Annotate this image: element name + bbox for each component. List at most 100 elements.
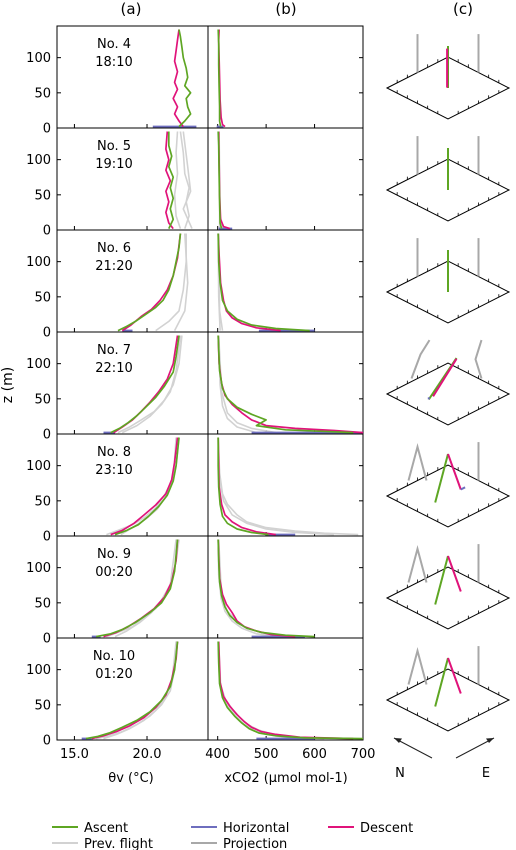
legend-label-descent: Descent [360,821,413,836]
co2-prev-line [217,539,286,638]
y-tick-label: 50 [34,392,51,407]
legend-label-ascent: Ascent [84,821,128,836]
theta-ascent-line [178,29,192,128]
co2-tick-label: 600 [302,747,327,762]
y-tick-label: 100 [26,153,51,168]
projection-north [407,443,428,481]
co2-ascent-line [217,233,310,332]
flight-time: 18:10 [95,55,132,70]
track-ascent [434,453,449,503]
flight-time: 21:20 [95,259,132,274]
theta-ascent-line [96,539,179,638]
co2-ascent-line [217,131,223,229]
track-ascent [434,657,449,707]
ground-plane [385,668,511,732]
panel-frame [56,637,364,741]
flight-time: 01:20 [95,667,132,682]
projection-north [407,545,428,583]
co2-descent-line [217,437,276,536]
y-tick-label: 0 [43,326,51,341]
y-tick-label: 0 [43,122,51,137]
theta-axis-label: θv (°C) [108,771,154,786]
theta-prev-line [121,335,182,434]
legend: Ascent Horizontal Descent Prev. flight P… [52,821,413,850]
flight-time: 19:10 [95,157,132,172]
track-descent [447,555,462,592]
co2-tick-label: 500 [254,747,279,762]
co2-prev-line [217,437,359,536]
theta-tick-label: 20.0 [133,747,162,762]
co2-prev-line [217,641,315,740]
east-arrow-icon [455,737,495,759]
flight-number: No. 6 [97,241,131,256]
theta-prev-line [182,131,193,229]
co2-descent-line [217,539,296,638]
track-descent [447,657,462,694]
flight-number: No. 4 [97,37,131,52]
flight-panel-5: 0 50 100 No. 8 23:10 [26,433,511,545]
co2-ascent-line [217,539,315,638]
co2-tick-label: 400 [205,747,230,762]
y-tick-label: 100 [26,459,51,474]
panels: 0 50 100 No. 4 18:10 0 50 100 No. 5 19:10 0 50 100 No… [26,25,511,762]
co2-prev-line [217,437,334,536]
y-tick-label: 0 [43,734,51,749]
flight-panel-1: 0 50 100 No. 4 18:10 [26,25,511,137]
column-label-a: (a) [121,0,142,18]
theta-ascent-line [167,131,175,229]
flight-time: 22:10 [95,361,132,376]
track-horizontal [460,486,466,491]
theta-prev-line [173,131,182,229]
east-arrowhead-icon [486,738,494,743]
co2-prev-line [217,539,276,638]
ground-plane [385,566,511,630]
theta-descent-line [172,29,184,128]
theta-ascent-line [114,437,180,536]
y-tick-label: 50 [34,596,51,611]
co2-descent-line [217,641,354,740]
theta-tick-label: 15.0 [60,747,89,762]
y-tick-label: 100 [26,357,51,372]
track-descent [432,358,458,397]
theta-prev-line [173,233,189,331]
y-tick-label: 50 [34,86,51,101]
co2-ascent-line [217,29,222,127]
compass-e: E [482,766,490,781]
track-descent [447,453,462,490]
y-tick-label: 0 [43,632,51,647]
north-arrowhead-icon [394,738,402,743]
ground-plane [385,464,511,528]
flight-number: No. 10 [93,649,135,664]
y-tick-label: 0 [43,224,51,239]
y-axis-label: z (m) [0,367,16,403]
y-tick-label: 0 [43,428,51,443]
theta-ascent-line [117,233,182,332]
column-label-c: (c) [453,0,473,18]
theta-ascent-line [110,335,180,434]
co2-prev-line [217,641,325,740]
y-tick-label: 100 [26,51,51,66]
y-tick-label: 50 [34,290,51,305]
compass: N E [393,737,495,781]
legend-label-horizontal: Horizontal [223,821,289,836]
co2-ascent-line [217,335,354,434]
flight-number: No. 7 [97,343,131,358]
co2-axis-label: xCO2 (μmol mol-1) [224,771,347,786]
co2-descent-line [217,233,281,332]
co2-descent-line [217,335,364,434]
y-tick-label: 0 [43,530,51,545]
flight-panel-2: 0 50 100 No. 5 19:10 [26,127,511,239]
flight-panel-3: 0 50 100 No. 6 21:20 [26,229,511,341]
theta-ascent-line [85,641,179,740]
y-tick-label: 100 [26,255,51,270]
flight-number: No. 8 [97,445,131,460]
y-tick-label: 100 [26,663,51,678]
flight-panel-6: 0 50 100 No. 9 00:20 [26,535,511,647]
flight-time: 00:20 [95,565,132,580]
co2-tick-label: 700 [351,747,376,762]
flight-panel-7: 0 50 100 No. 10 01:20 [26,637,511,749]
projection-north [407,647,428,685]
flight-panel-4: 0 50 100 No. 7 22:10 [26,331,511,443]
y-tick-label: 50 [34,494,51,509]
